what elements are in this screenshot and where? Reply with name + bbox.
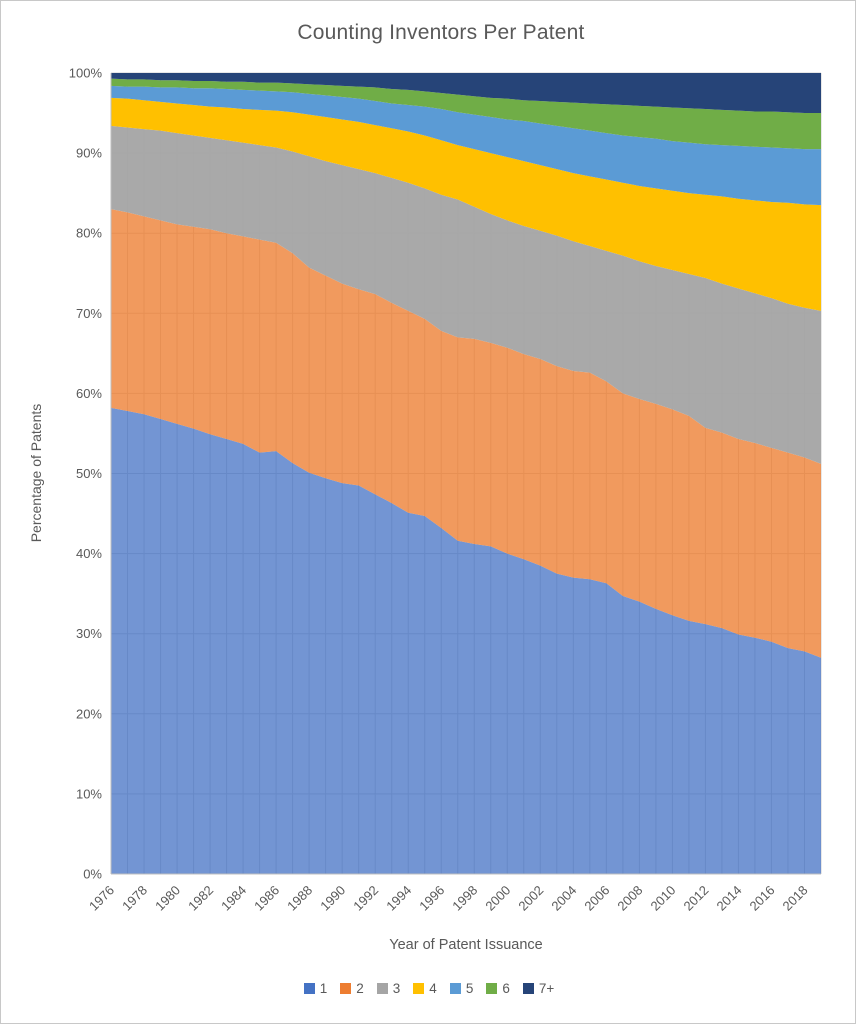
x-tick-label: 1984	[218, 883, 249, 914]
y-tick-label: 70%	[76, 306, 102, 321]
x-tick-label: 1996	[416, 883, 447, 914]
legend-swatch	[449, 983, 461, 994]
y-tick-label: 30%	[76, 626, 102, 641]
chart-title: Counting Inventors Per Patent	[297, 21, 585, 44]
area-band-1	[111, 407, 821, 874]
x-tick-label: 2008	[614, 883, 645, 914]
legend-swatch	[340, 983, 352, 994]
area-band-6	[111, 78, 821, 150]
x-tick-label: 1976	[86, 883, 117, 914]
legend-item: 6	[486, 981, 510, 996]
x-tick-label: 1982	[185, 883, 216, 914]
x-tick-label: 1992	[350, 883, 381, 914]
x-tick-label: 2018	[780, 883, 811, 914]
x-tick-label: 1988	[284, 883, 315, 914]
chart-canvas: 0% 10% 20% 30% 40% 50% 60% 70% 80% 90% 100% 1976 197…	[69, 66, 822, 914]
y-axis-title: Percentage of Patents	[28, 403, 44, 543]
legend-label: 6	[502, 981, 510, 996]
x-tick-label: 2012	[680, 883, 711, 914]
area-band-3	[111, 125, 821, 464]
y-tick-label: 50%	[76, 466, 102, 481]
legend-swatch	[376, 983, 388, 994]
area-band-2	[111, 209, 821, 658]
x-tick-label: 1986	[251, 883, 282, 914]
y-tick-label: 80%	[76, 226, 102, 241]
x-tick-label: 2000	[482, 883, 513, 914]
x-tick-label: 2010	[647, 883, 678, 914]
legend-label: 2	[356, 981, 364, 996]
legend-label: 5	[465, 981, 474, 996]
y-tick-label: 90%	[76, 146, 102, 161]
x-tick-label: 1980	[152, 883, 183, 914]
area-band-7+	[111, 73, 821, 114]
legend-item: 5	[449, 981, 474, 996]
legend-item: 2	[340, 981, 364, 996]
legend-label: 7+	[538, 981, 555, 996]
y-tick-label: 0%	[83, 867, 102, 882]
y-tick-label: 10%	[76, 786, 102, 801]
legend-label: 4	[429, 981, 437, 996]
x-tick-label: 2016	[747, 883, 778, 914]
x-tick-label: 2006	[581, 883, 612, 914]
x-tick-label: 2004	[548, 883, 579, 914]
y-tick-label: 60%	[76, 386, 102, 401]
x-axis-title: Year of Patent Issuance	[389, 937, 543, 953]
legend-item: 1	[303, 981, 328, 996]
x-tick-label: 2002	[515, 883, 546, 914]
x-tick-label: 1994	[383, 883, 414, 914]
legend-swatch	[522, 983, 534, 994]
y-tick-label: 100%	[69, 66, 103, 81]
x-tick-label: 1990	[317, 883, 348, 914]
legend-item: 4	[413, 981, 437, 996]
legend: 1 2 3 4 5 6 7+	[1, 981, 855, 996]
x-tick-label: 1998	[449, 883, 480, 914]
legend-label: 1	[319, 981, 328, 996]
legend-label: 3	[392, 981, 401, 996]
x-tick-label: 2014	[714, 883, 745, 914]
y-tick-label: 20%	[76, 706, 102, 721]
legend-swatch	[303, 983, 315, 994]
y-tick-label: 40%	[76, 546, 102, 561]
legend-item: 3	[376, 981, 401, 996]
area-band-4	[111, 97, 821, 311]
legend-item: 7+	[522, 981, 555, 996]
legend-swatch	[413, 983, 425, 994]
x-tick-label: 1978	[119, 883, 150, 914]
legend-swatch	[486, 983, 498, 994]
area-band-5	[111, 85, 821, 206]
